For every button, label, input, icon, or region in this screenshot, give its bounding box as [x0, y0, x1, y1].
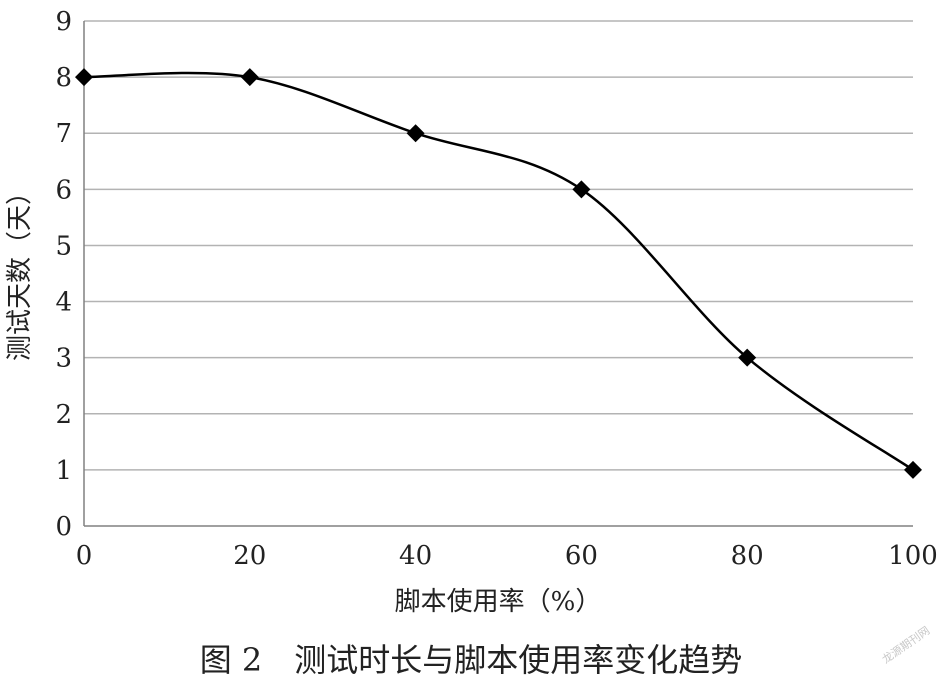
figure-caption: 图 2 测试时长与脚本使用率变化趋势 — [200, 641, 743, 679]
data-point-marker — [904, 460, 922, 479]
watermark: 龙源期刊网 — [879, 623, 932, 666]
x-tick-label: 80 — [731, 541, 764, 571]
data-point-marker — [572, 180, 591, 199]
x-axis-label: 脚本使用率（%） — [395, 587, 602, 617]
y-tick-label: 6 — [55, 175, 72, 205]
data-point-marker — [406, 124, 425, 143]
x-tick-labels: 0 20 40 60 80 100 — [76, 541, 938, 571]
x-tick-label: 20 — [233, 541, 266, 571]
data-point-marker — [240, 68, 259, 87]
x-tick-label: 40 — [399, 541, 432, 571]
y-tick-label: 7 — [55, 119, 72, 149]
grid-lines — [84, 20, 913, 471]
axes — [83, 21, 913, 527]
y-tick-label: 5 — [55, 231, 72, 261]
y-axis-label: 测试天数（天） — [5, 179, 35, 361]
y-tick-label: 9 — [55, 7, 72, 37]
y-tick-label: 4 — [55, 288, 72, 318]
data-point-marker — [75, 68, 93, 87]
y-tick-label: 0 — [55, 512, 72, 542]
y-tick-label: 1 — [55, 456, 72, 486]
y-tick-labels: 0 1 2 3 4 5 6 7 8 9 — [55, 7, 72, 542]
data-point-marker — [738, 348, 757, 367]
x-tick-label: 60 — [565, 541, 598, 571]
y-tick-label: 8 — [55, 63, 72, 93]
x-tick-label: 0 — [76, 541, 93, 571]
y-tick-label: 2 — [55, 400, 72, 430]
series-group — [75, 68, 922, 479]
y-tick-label: 3 — [55, 344, 72, 374]
x-tick-label: 100 — [888, 541, 938, 571]
